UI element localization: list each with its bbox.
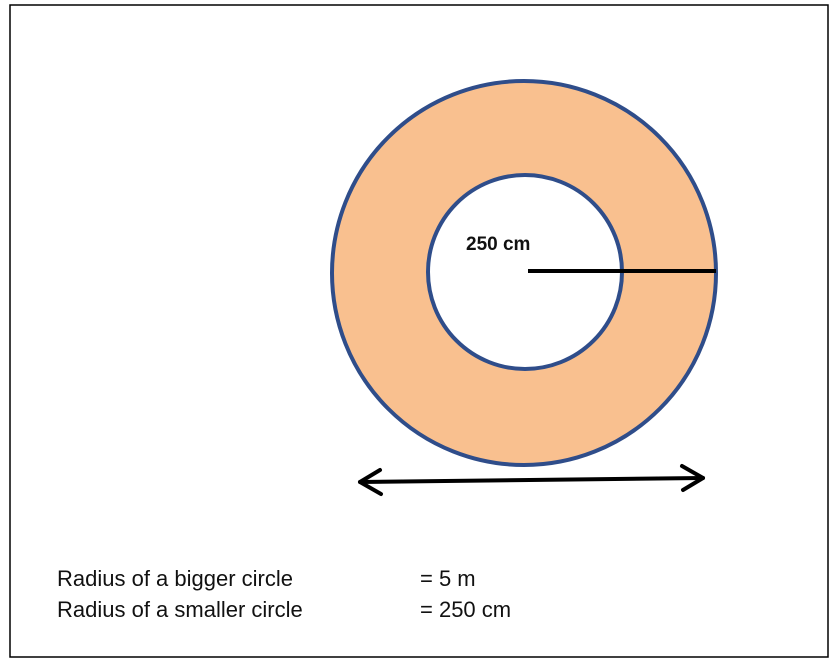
- inner-label: 250 cm: [466, 234, 530, 255]
- legend-label: Radius of a bigger circle: [57, 566, 293, 591]
- legend-value: = 250 cm: [420, 597, 511, 622]
- legend-value: = 5 m: [420, 566, 476, 591]
- legend-label: Radius of a smaller circle: [57, 597, 303, 622]
- diameter-arrow: [358, 464, 705, 496]
